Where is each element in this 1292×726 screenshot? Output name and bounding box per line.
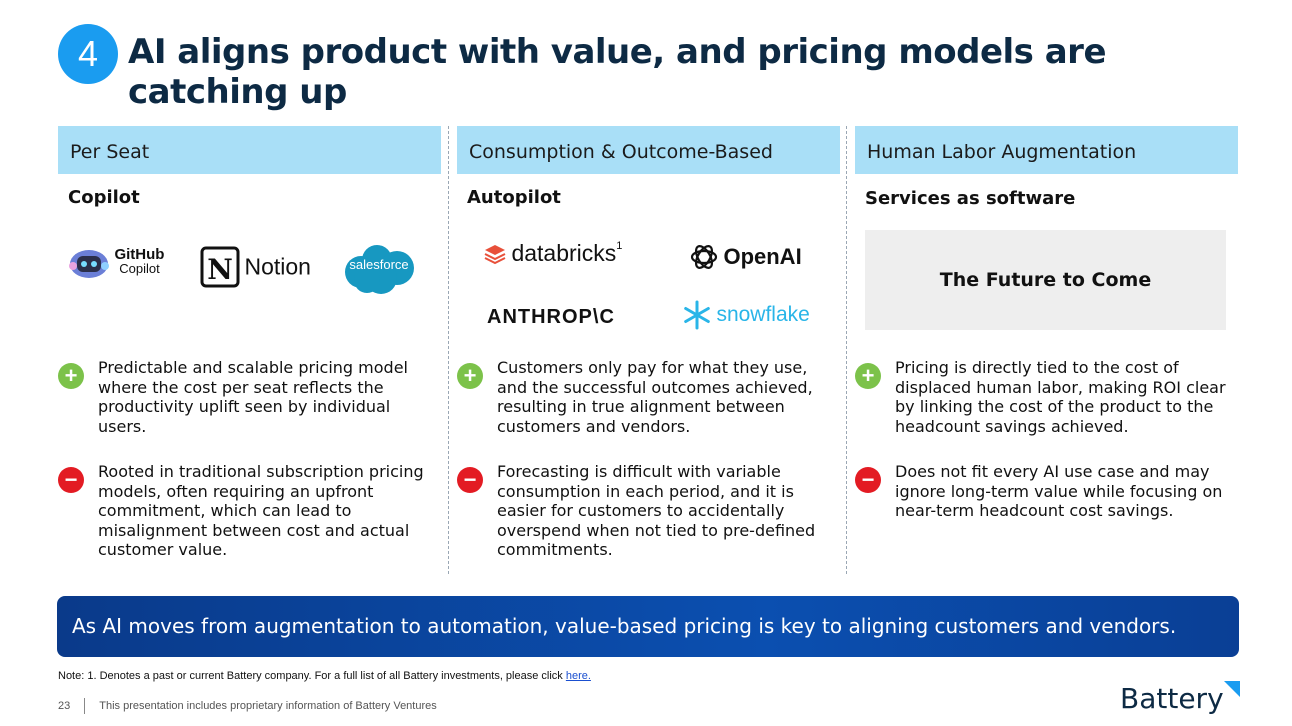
future-box: The Future to Come (865, 230, 1226, 330)
minus-icon: − (457, 467, 483, 493)
column-divider (846, 126, 847, 574)
column-header: Consumption & Outcome-Based (457, 126, 840, 174)
con-text: Forecasting is difficult with variable c… (497, 462, 816, 559)
salesforce-logo-text: salesforce (349, 257, 409, 272)
column-subtitle: Services as software (865, 188, 1076, 209)
openai-logo: OpenAI (689, 242, 802, 272)
section-number-badge: 4 (58, 24, 118, 84)
snowflake-logo-text: snowflake (716, 303, 810, 326)
logo-grid: databricks1 OpenAI ANTHROP\C snowflake (457, 208, 840, 358)
pro-text: Customers only pay for what they use, an… (497, 358, 813, 436)
column-human-labor: Human Labor Augmentation Services as sof… (855, 126, 1238, 574)
databricks-logo: databricks1 (483, 240, 622, 267)
minus-icon: − (855, 467, 881, 493)
column-header: Human Labor Augmentation (855, 126, 1238, 174)
notion-logo-text: Notion (244, 253, 311, 280)
svg-text:N: N (207, 253, 233, 286)
openai-logo-text: OpenAI (723, 244, 802, 269)
footer-separator (84, 698, 86, 714)
github-logo-text: GitHub (114, 246, 165, 263)
con-text: Does not fit every AI use case and may i… (895, 462, 1223, 520)
plus-icon: + (58, 363, 84, 389)
salesforce-logo: salesforce (341, 242, 417, 301)
column-header: Per Seat (58, 126, 441, 174)
pro-text: Predictable and scalable pricing model w… (98, 358, 408, 436)
notion-logo: N Notion (200, 246, 311, 288)
page-number: 23 (58, 699, 71, 712)
column-divider (448, 126, 449, 574)
footer: 23 This presentation includes proprietary… (58, 698, 437, 714)
column-per-seat: Per Seat Copilot GitHub Copilot N Notion (58, 126, 441, 574)
slide-title: AI aligns product with value, and pricin… (128, 32, 1107, 112)
footnote-marker: 1 (616, 240, 623, 252)
battery-logo: Battery (1120, 682, 1224, 715)
column-consumption: Consumption & Outcome-Based Autopilot da… (457, 126, 840, 574)
battery-logo-mark (1224, 681, 1240, 697)
databricks-logo-text: databricks (511, 240, 617, 266)
column-subtitle: Autopilot (467, 187, 561, 208)
investments-link[interactable]: here. (565, 670, 591, 682)
snowflake-logo: snowflake (682, 300, 810, 330)
github-copilot-logo: GitHub Copilot (68, 244, 164, 280)
plus-icon: + (855, 363, 881, 389)
footnote: Note: 1. Denotes a past or current Batte… (58, 670, 591, 682)
copilot-logo-text: Copilot (119, 261, 160, 276)
minus-icon: − (58, 467, 84, 493)
column-subtitle: Copilot (68, 187, 140, 208)
logo-row: GitHub Copilot N Notion salesforce (58, 208, 441, 358)
plus-icon: + (457, 363, 483, 389)
anthropic-logo: ANTHROP\C (487, 306, 615, 328)
key-takeaway-banner: As AI moves from augmentation to automat… (57, 596, 1239, 657)
con-text: Rooted in traditional subscription prici… (98, 462, 424, 559)
footer-text: This presentation includes proprietary i… (99, 699, 437, 712)
footnote-text: Note: 1. Denotes a past or current Batte… (58, 670, 566, 682)
pro-text: Pricing is directly tied to the cost of … (895, 358, 1226, 436)
